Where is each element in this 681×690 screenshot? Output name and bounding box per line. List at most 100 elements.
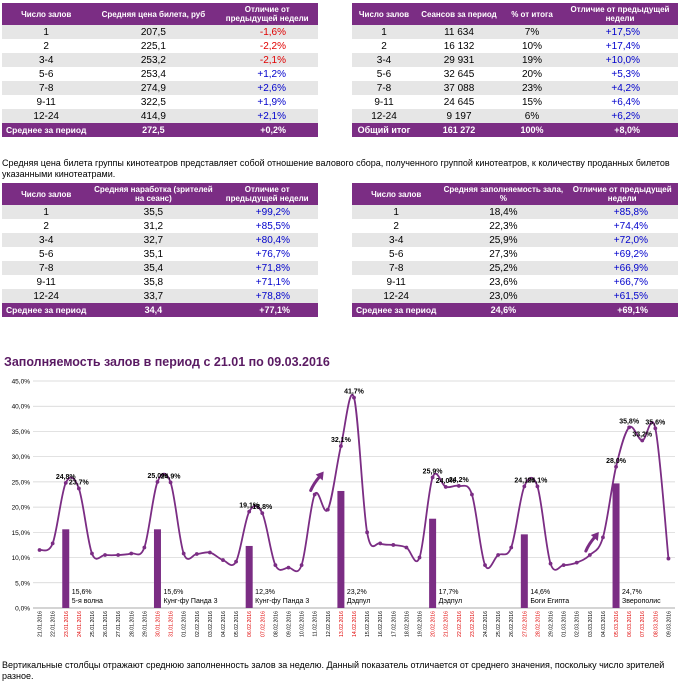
table-row: 2 225,1 -2,2% — [2, 39, 318, 53]
cell-halls: 2 — [352, 39, 416, 53]
table-row: 2 31,2 +85,5% — [2, 219, 318, 233]
point-value-label: 23,7% — [69, 479, 90, 486]
table-row: 7-8 35,4 +71,8% — [2, 261, 318, 275]
weekly-bar — [612, 483, 620, 608]
x-tick-label: 02.03.2016 — [575, 611, 581, 637]
cell-diff: +69,2% — [566, 247, 678, 261]
cell-diff: +80,4% — [216, 233, 318, 247]
data-point — [391, 543, 396, 547]
data-point — [129, 551, 134, 556]
cell-halls: 3-4 — [352, 233, 441, 247]
x-tick-label: 04.02.2016 — [221, 611, 227, 637]
t3-footer-label: Среднее за период — [2, 303, 91, 317]
x-tick-label: 09.03.2016 — [666, 611, 672, 637]
t4-header-halls: Число залов — [352, 183, 441, 205]
table-row: 9-11 24 645 15% +6,4% — [352, 95, 678, 109]
x-tick-label: 29.02.2016 — [549, 611, 555, 637]
x-tick-label: 05.02.2016 — [234, 611, 240, 637]
table-row: 5-6 32 645 20% +5,3% — [352, 67, 678, 81]
weekly-bar — [337, 490, 345, 608]
data-point — [286, 565, 291, 570]
x-tick-label: 14.02.2016 — [352, 611, 358, 637]
data-point — [352, 395, 356, 400]
cell-value: 18,4% — [440, 205, 567, 219]
data-point — [470, 492, 474, 497]
cell-diff: +85,5% — [216, 219, 318, 233]
sessions-table: Число залов Сеансов за период % от итога… — [352, 3, 678, 137]
t1-header-diff: Отличие от предыдущей недели — [216, 3, 318, 25]
growth-arrowhead-icon — [315, 471, 324, 481]
t2-footer-pct: 100% — [502, 123, 562, 137]
x-tick-label: 16.02.2016 — [378, 611, 384, 637]
table-row: 1 11 634 7% +17,5% — [352, 25, 678, 39]
cell-value: 25,2% — [440, 261, 567, 275]
data-point — [365, 530, 370, 535]
cell-halls: 9-11 — [352, 95, 416, 109]
cell-value: 322,5 — [90, 95, 217, 109]
cell-halls: 12-24 — [352, 289, 441, 303]
data-point — [509, 545, 514, 550]
y-tick-label: 15,0% — [12, 530, 31, 537]
data-point — [404, 545, 409, 550]
point-value-label: 25,0% — [148, 473, 169, 480]
table-row: 5-6 27,3% +69,2% — [352, 247, 678, 261]
data-point — [76, 486, 81, 491]
cell-halls: 9-11 — [352, 275, 441, 289]
table-row: 2 22,3% +74,4% — [352, 219, 678, 233]
cell-halls: 1 — [2, 205, 91, 219]
cell-halls: 12-24 — [2, 289, 91, 303]
cell-pct: 23% — [502, 81, 562, 95]
data-point — [561, 563, 566, 568]
table-row: 1 35,5 +99,2% — [2, 205, 318, 219]
data-point — [207, 550, 212, 555]
cell-halls: 7-8 — [352, 81, 416, 95]
x-tick-label: 22.02.2016 — [457, 611, 463, 637]
x-tick-label: 30.01.2016 — [155, 611, 161, 637]
x-tick-label: 28.01.2016 — [129, 611, 135, 637]
y-tick-label: 35,0% — [12, 429, 31, 436]
data-point — [614, 464, 618, 469]
cell-value: 35,4 — [90, 261, 217, 275]
table-row: 5-6 35,1 +76,7% — [2, 247, 318, 261]
cell-halls: 5-6 — [2, 67, 91, 81]
x-tick-label: 22.01.2016 — [51, 611, 57, 637]
data-point — [627, 425, 632, 430]
weekly-bar — [245, 545, 253, 608]
data-point — [430, 475, 435, 480]
t1-header-halls: Число залов — [2, 3, 91, 25]
cell-value: 33,7 — [90, 289, 217, 303]
data-point — [247, 509, 252, 514]
bars-note: Вертикальные столбцы отражают среднюю за… — [2, 660, 665, 681]
chart-title: Заполняемость залов в период с 21.01 по … — [4, 355, 330, 369]
data-point — [456, 484, 461, 488]
point-value-label: 19,1% — [239, 503, 260, 510]
cell-halls: 5-6 — [352, 247, 441, 261]
ticket-price-note: Средняя цена билета группы кинотеатров п… — [2, 158, 670, 179]
cell-pct: 15% — [502, 95, 562, 109]
x-tick-label: 07.02.2016 — [260, 611, 266, 637]
x-tick-label: 23.01.2016 — [64, 611, 70, 637]
cell-value: 23,6% — [440, 275, 567, 289]
cell-value: 253,4 — [90, 67, 217, 81]
cell-halls: 2 — [2, 39, 91, 53]
growth-arrow-icon — [584, 535, 597, 553]
point-value-label: 35,8% — [619, 418, 640, 425]
t4-header-diff: Отличие от предыдущей недели — [566, 183, 678, 205]
x-tick-label: 09.02.2016 — [286, 611, 292, 637]
data-point — [155, 479, 160, 484]
weekly-bar — [429, 518, 437, 608]
cell-value: 253,2 — [90, 53, 217, 67]
cell-value: 27,3% — [440, 247, 567, 261]
data-point — [50, 541, 55, 546]
table-row: 5-6 253,4 +1,2% — [2, 67, 318, 81]
table-row: 3-4 29 931 19% +10,0% — [352, 53, 678, 67]
cell-value: 32,7 — [90, 233, 217, 247]
t1-footer-label: Среднее за период — [2, 123, 91, 137]
cell-diff: +66,7% — [566, 275, 678, 289]
cell-diff: +99,2% — [216, 205, 318, 219]
cell-pct: 20% — [502, 67, 562, 81]
bar-value-label: 15,6% — [72, 589, 92, 596]
cell-halls: 3-4 — [2, 53, 91, 67]
cell-diff: +4,2% — [562, 81, 678, 95]
x-tick-label: 28.02.2016 — [535, 611, 541, 637]
